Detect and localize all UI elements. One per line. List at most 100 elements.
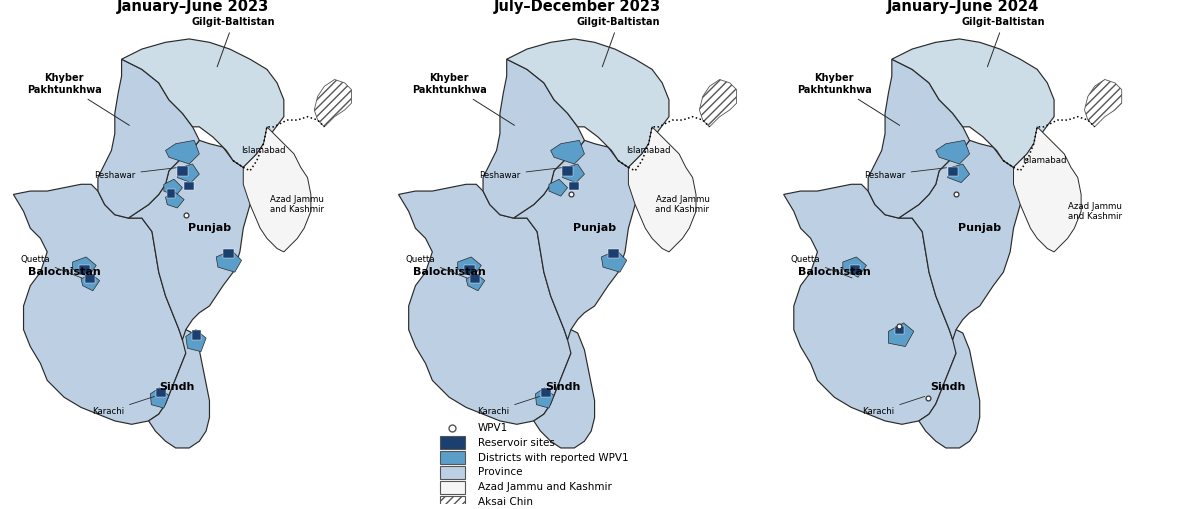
Polygon shape bbox=[948, 164, 969, 183]
Title: January–June 2024: January–June 2024 bbox=[886, 0, 1039, 14]
Text: Balochistan: Balochistan bbox=[798, 267, 871, 277]
Text: Gilgit-Baltistan: Gilgit-Baltistan bbox=[576, 17, 660, 67]
Text: Khyber
Pakhtunkhwa: Khyber Pakhtunkhwa bbox=[412, 73, 514, 125]
Text: WPV1: WPV1 bbox=[478, 423, 508, 433]
Polygon shape bbox=[166, 140, 199, 164]
Text: Gilgit-Baltistan: Gilgit-Baltistan bbox=[961, 17, 1045, 67]
Text: Gilgit-Baltistan: Gilgit-Baltistan bbox=[191, 17, 275, 67]
Bar bbox=[79, 265, 90, 275]
Polygon shape bbox=[918, 330, 980, 448]
Text: Azad Jammu
and Kashmir: Azad Jammu and Kashmir bbox=[1068, 202, 1122, 221]
Bar bbox=[948, 167, 957, 176]
Text: Karachi: Karachi bbox=[92, 397, 154, 416]
Polygon shape bbox=[128, 69, 267, 340]
Polygon shape bbox=[889, 323, 914, 347]
Text: Peshawar: Peshawar bbox=[864, 167, 947, 180]
Polygon shape bbox=[122, 39, 284, 167]
Text: Quetta: Quetta bbox=[20, 255, 82, 278]
Polygon shape bbox=[164, 179, 182, 196]
Polygon shape bbox=[507, 39, 670, 167]
Text: Khyber
Pakhtunkhwa: Khyber Pakhtunkhwa bbox=[798, 73, 899, 125]
Polygon shape bbox=[398, 184, 571, 425]
Text: Sindh: Sindh bbox=[160, 382, 196, 392]
Polygon shape bbox=[513, 69, 652, 340]
Bar bbox=[608, 248, 619, 258]
Text: Azad Jammu
and Kashmir: Azad Jammu and Kashmir bbox=[655, 195, 710, 214]
Polygon shape bbox=[186, 330, 206, 352]
Bar bbox=[440, 436, 465, 449]
Title: January–June 2023: January–June 2023 bbox=[116, 0, 269, 14]
Text: Islamabad: Islamabad bbox=[627, 146, 671, 155]
Bar bbox=[178, 166, 188, 176]
Polygon shape bbox=[216, 250, 242, 272]
Polygon shape bbox=[166, 193, 184, 208]
Polygon shape bbox=[843, 257, 866, 277]
Polygon shape bbox=[457, 257, 481, 277]
Text: Peshawar: Peshawar bbox=[94, 167, 177, 180]
Text: Islamabad: Islamabad bbox=[242, 146, 286, 155]
Polygon shape bbox=[466, 274, 485, 291]
Bar bbox=[85, 274, 95, 283]
Text: Quetta: Quetta bbox=[790, 255, 852, 278]
Polygon shape bbox=[314, 79, 352, 127]
Polygon shape bbox=[783, 184, 956, 425]
Polygon shape bbox=[98, 59, 199, 218]
Polygon shape bbox=[72, 257, 96, 277]
Bar bbox=[542, 388, 551, 397]
Bar bbox=[440, 481, 465, 494]
Text: Khyber
Pakhtunkhwa: Khyber Pakhtunkhwa bbox=[27, 73, 129, 125]
Polygon shape bbox=[628, 127, 696, 252]
Polygon shape bbox=[533, 330, 595, 448]
Text: Islamabad: Islamabad bbox=[1021, 156, 1066, 165]
Polygon shape bbox=[936, 140, 969, 164]
Bar bbox=[465, 265, 475, 275]
Bar bbox=[470, 274, 480, 283]
Polygon shape bbox=[13, 184, 186, 425]
Polygon shape bbox=[601, 250, 627, 272]
Polygon shape bbox=[536, 388, 555, 408]
Text: Azad Jammu
and Kashmir: Azad Jammu and Kashmir bbox=[270, 195, 325, 214]
Text: Punjab: Punjab bbox=[574, 223, 616, 233]
Text: Punjab: Punjab bbox=[188, 223, 231, 233]
Bar bbox=[440, 451, 465, 464]
Bar bbox=[440, 466, 465, 479]
Bar bbox=[440, 496, 465, 508]
Bar bbox=[850, 265, 859, 275]
Polygon shape bbox=[551, 140, 584, 164]
Text: Sindh: Sindh bbox=[545, 382, 581, 392]
Text: Districts with reported WPV1: Districts with reported WPV1 bbox=[478, 453, 629, 463]
Polygon shape bbox=[483, 59, 584, 218]
Text: Aksai Chin: Aksai Chin bbox=[478, 497, 533, 507]
Polygon shape bbox=[178, 164, 199, 183]
Text: Province: Province bbox=[478, 467, 523, 477]
Text: Azad Jammu and Kashmir: Azad Jammu and Kashmir bbox=[478, 482, 611, 492]
Bar bbox=[569, 182, 578, 190]
Bar bbox=[156, 388, 166, 397]
Text: Punjab: Punjab bbox=[959, 223, 1001, 233]
Text: Balochistan: Balochistan bbox=[412, 267, 486, 277]
Text: Peshawar: Peshawar bbox=[479, 167, 562, 180]
Polygon shape bbox=[1084, 79, 1122, 127]
Text: Karachi: Karachi bbox=[863, 397, 924, 416]
Polygon shape bbox=[892, 39, 1055, 167]
Bar bbox=[167, 189, 174, 199]
Polygon shape bbox=[81, 274, 100, 291]
Bar bbox=[223, 248, 233, 258]
Polygon shape bbox=[549, 179, 568, 196]
Title: July–December 2023: July–December 2023 bbox=[494, 0, 661, 14]
Polygon shape bbox=[699, 79, 737, 127]
Text: Balochistan: Balochistan bbox=[27, 267, 101, 277]
Polygon shape bbox=[1013, 127, 1081, 252]
Text: Sindh: Sindh bbox=[930, 382, 966, 392]
Bar bbox=[192, 330, 200, 341]
Bar bbox=[563, 166, 574, 176]
Polygon shape bbox=[243, 127, 310, 252]
Polygon shape bbox=[563, 164, 584, 183]
Polygon shape bbox=[150, 388, 169, 408]
Text: Karachi: Karachi bbox=[478, 397, 539, 416]
Polygon shape bbox=[869, 59, 969, 218]
Polygon shape bbox=[898, 69, 1037, 340]
Bar bbox=[184, 182, 193, 190]
Bar bbox=[895, 326, 904, 334]
Polygon shape bbox=[148, 330, 210, 448]
